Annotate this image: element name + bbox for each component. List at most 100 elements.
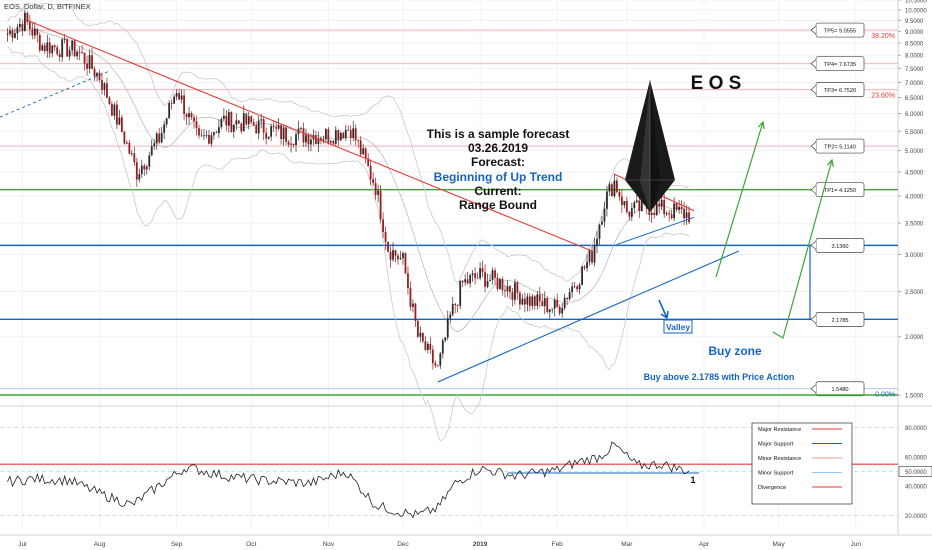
candle-body (133, 153, 136, 163)
candle-body (444, 337, 447, 341)
candle-body (501, 279, 504, 291)
candle-body (558, 306, 561, 314)
x-tick-label: Nov (323, 541, 335, 548)
candle-body (635, 200, 638, 203)
candle-body (280, 125, 282, 140)
y-tick-label: 2.5000 (905, 290, 924, 296)
candle-body (334, 130, 337, 144)
candle-body (352, 128, 355, 138)
candle-body (213, 132, 215, 136)
candle-body (426, 343, 429, 350)
candle-body (548, 309, 551, 313)
candle-body (504, 290, 506, 292)
candle-body (538, 294, 541, 302)
candle-body (379, 190, 382, 220)
candle-body (387, 241, 389, 252)
x-tick-label: Oct (246, 541, 256, 548)
buy-zone-box (808, 244, 811, 320)
candle-body (571, 286, 574, 293)
candle-body (203, 135, 205, 137)
candle-body (250, 116, 253, 123)
major-resistance-trendline (27, 19, 593, 252)
candle-body (145, 166, 148, 170)
candle-body (441, 340, 444, 354)
candle-body (178, 93, 181, 100)
candle-body (198, 128, 200, 136)
x-tick-label: May (772, 541, 785, 548)
candle-body (556, 299, 559, 307)
candle-body (270, 126, 273, 137)
candle-body (305, 135, 307, 143)
forecast-arrow-1-head (757, 120, 765, 130)
candle-body (528, 296, 531, 306)
candle-body (660, 199, 663, 207)
candle-body (489, 279, 491, 281)
candle-body (409, 288, 412, 307)
candle-body (342, 132, 345, 139)
candle-body (633, 202, 636, 209)
annotation-line-2: 03.26.2019 (468, 141, 528, 155)
candle-body (424, 341, 427, 350)
candle-body (638, 200, 641, 212)
candle-body (257, 120, 260, 134)
candle-body (329, 141, 332, 143)
candle-body (247, 116, 250, 125)
candle-body (116, 104, 118, 125)
level-tag: 3.1360 (831, 244, 848, 250)
y-axis: 10.5000 10.0000 9.5000 9.0000 8.5000 8.0000 7.… (898, 0, 932, 520)
candle-body (608, 184, 611, 192)
y-tick-label: 3.0000 (905, 253, 924, 259)
candle-body (431, 349, 434, 364)
candle-body (215, 132, 218, 134)
candle-body (292, 143, 295, 145)
candle-body (476, 277, 479, 279)
candle-body (140, 165, 143, 175)
x-axis: Jul Aug Sep Oct Nov Dec 2019 Feb Mar Apr May Jun (18, 541, 861, 548)
candle-body (461, 280, 464, 283)
buy-zone-label: Buy zone (708, 344, 762, 358)
candle-body (364, 148, 367, 159)
candle-body (514, 282, 516, 300)
candle-body (315, 135, 317, 145)
candle-body (232, 124, 235, 132)
candle-body (471, 273, 474, 276)
candle-body (235, 120, 238, 125)
level-lines: TP5= 9.0555 TP4= 7.6735 TP3= 6.7520 TP2= 5.… (0, 22, 898, 399)
candle-body (26, 12, 29, 23)
candle-body (384, 232, 387, 242)
candle-body (53, 45, 56, 48)
candle-body (419, 332, 422, 337)
candle-body (474, 273, 477, 278)
candle-body (394, 250, 397, 256)
candle-body (125, 142, 128, 144)
candle-body (389, 251, 392, 260)
candle-body (536, 294, 539, 306)
candle-body (354, 128, 357, 141)
y-tick-label: 4.5000 (905, 171, 924, 177)
candle-body (407, 273, 409, 289)
candle-body (434, 363, 437, 366)
candle-body (103, 83, 106, 90)
candle-body (601, 221, 603, 225)
candle-body (598, 224, 601, 239)
rsi-panel (0, 427, 898, 519)
band-mid (7, 27, 690, 333)
x-tick-label: Feb (552, 541, 564, 548)
x-tick-label: Sep (171, 541, 183, 548)
candle-body (220, 118, 223, 128)
candle-body (628, 211, 631, 217)
x-tick-label: Apr (699, 541, 710, 548)
major-support-trendline (437, 250, 740, 383)
band-upper (7, 2, 690, 285)
candle-body (153, 143, 156, 147)
forecast-annotation: This is a sample forecast 03.26.2019 For… (427, 127, 570, 212)
candle-body (245, 113, 248, 125)
candle-body (48, 42, 51, 54)
candle-body (456, 304, 459, 306)
candle-body (616, 180, 618, 192)
candle-body (300, 128, 302, 129)
candle-body (397, 255, 399, 260)
band-lower (7, 46, 690, 442)
candle-body (347, 129, 350, 131)
